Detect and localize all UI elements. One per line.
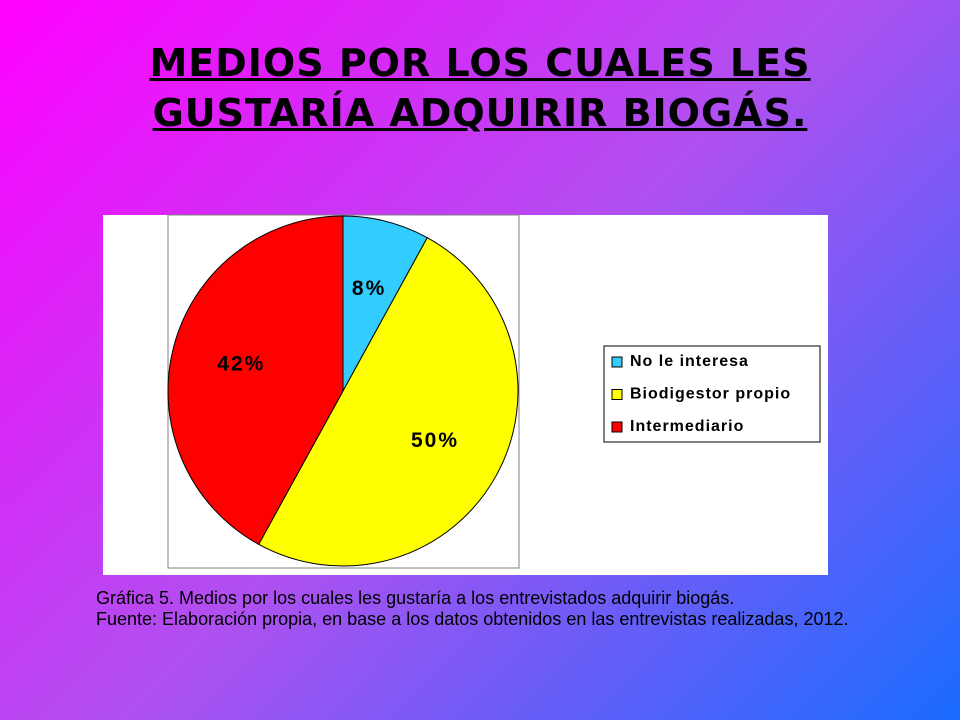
legend-swatch (611, 421, 623, 433)
caption: Fuente: Elaboración propia, en base a lo… (96, 609, 849, 629)
pie-slice (167, 215, 344, 546)
data-label: 42% (217, 352, 265, 375)
pie-slice (258, 236, 519, 567)
caption: Gráfica 5. Medios por los cuales les gus… (96, 588, 735, 608)
slide-title: MEDIOS POR LOS CUALES LES GUSTARÍA ADQUI… (149, 41, 811, 135)
legend-box (603, 345, 821, 443)
legend-label: Biodigestor propio (630, 386, 791, 403)
data-label: 50% (411, 429, 459, 452)
legend-swatch (611, 389, 623, 400)
legend-swatch (611, 356, 623, 368)
captions: Gráfica 5. Medios por los cuales les gus… (96, 588, 956, 630)
legend-label: No le interesa (630, 353, 749, 370)
data-label: 8% (352, 277, 386, 300)
legend-label: Intermediario (630, 418, 744, 435)
